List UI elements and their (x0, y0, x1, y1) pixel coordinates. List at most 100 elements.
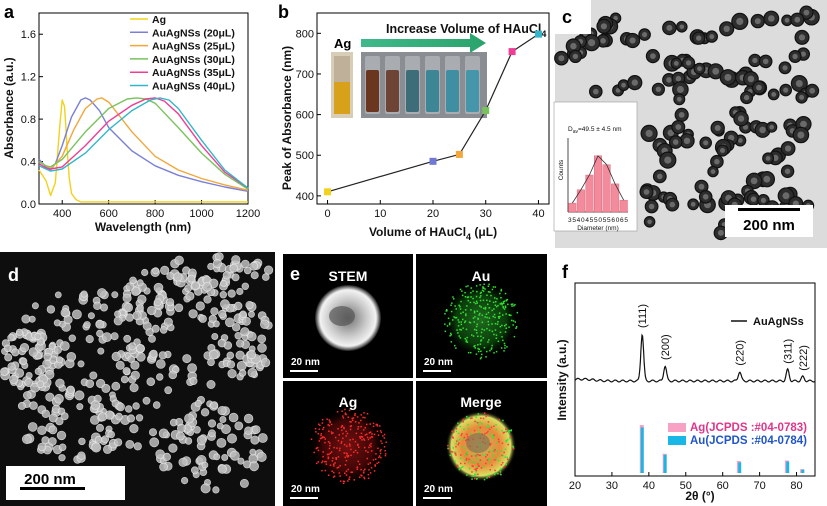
merge-ag-signal (509, 436, 512, 438)
sem-particle (187, 274, 196, 283)
merge-ag-signal (506, 458, 509, 461)
au-signal (495, 337, 498, 339)
reference-bar (786, 461, 790, 473)
nanostar-core (712, 67, 720, 75)
sem-particle (48, 437, 57, 446)
merge-au-signal (486, 477, 488, 479)
merge-au-signal (467, 461, 470, 464)
ag-signal (333, 463, 335, 465)
au-signal (456, 329, 458, 331)
ag-signal (318, 428, 321, 430)
merge-ag-signal (507, 443, 509, 446)
au-signal (458, 321, 460, 323)
y-tick-label: 500 (296, 150, 314, 162)
ag-signal (364, 416, 366, 419)
sem-particle (114, 310, 122, 318)
au-signal (473, 345, 475, 348)
ag-signal (319, 424, 321, 427)
au-signal (459, 288, 462, 291)
sem-particle (95, 319, 105, 329)
ag-signal (333, 446, 335, 449)
ag-signal (336, 447, 338, 449)
nanostar-core (768, 15, 775, 22)
sem-particle (223, 341, 233, 350)
merge-ag-signal (498, 440, 500, 443)
ag-signal (361, 475, 363, 477)
ag-signal (354, 413, 356, 415)
sem-particle (152, 401, 161, 409)
au-signal (452, 319, 454, 321)
ag-signal (338, 449, 341, 452)
sem-particle (261, 273, 270, 281)
ag-signal (337, 456, 340, 458)
arrow-icon (361, 33, 486, 53)
ag-signal (346, 445, 348, 447)
merge-au-signal (486, 426, 488, 429)
ag-signal (368, 469, 370, 471)
merge-au-signal (461, 446, 463, 449)
au-signal (498, 312, 501, 314)
merge-au-signal (468, 467, 471, 470)
au-signal (473, 301, 475, 304)
au-signal (488, 339, 490, 341)
ag-signal (383, 446, 386, 448)
sem-particle (237, 457, 245, 465)
ag-signal (351, 471, 353, 473)
au-signal (473, 311, 476, 314)
au-signal (474, 316, 476, 318)
sem-particle (90, 400, 101, 410)
x-tick-label: 400 (53, 208, 71, 220)
au-signal (471, 334, 473, 336)
merge-au-signal (493, 447, 495, 450)
ag-signal (381, 442, 383, 445)
sem-particle (207, 419, 217, 428)
au-signal (494, 304, 497, 306)
sem-particle (149, 349, 158, 358)
nanostar-core (572, 53, 579, 60)
panel-f-label: f (562, 262, 569, 282)
sem-particle (195, 301, 205, 311)
sem-particle (241, 259, 250, 269)
au-signal (491, 344, 493, 347)
hkl-label: (200) (660, 334, 672, 360)
reference-bar (738, 462, 742, 473)
sem-particle (141, 268, 149, 277)
merge-ag-signal (511, 446, 514, 449)
ag-signal (322, 436, 324, 438)
sem-particle (96, 329, 104, 338)
sem-particle (256, 451, 267, 462)
merge-au-signal (457, 422, 459, 424)
sem-particle (239, 310, 247, 318)
data-point (534, 30, 542, 38)
sem-particle (37, 425, 47, 436)
merge-ag-signal (480, 417, 482, 419)
ag-signal (347, 480, 349, 482)
ag-signal (372, 422, 375, 425)
ag-signal (339, 475, 341, 477)
ag-signal (379, 425, 381, 427)
merge-ag-signal (494, 449, 496, 451)
histogram-bar (585, 174, 594, 213)
merge-ag-signal (451, 430, 453, 433)
merge-ag-signal (489, 469, 491, 471)
ag-signal (320, 433, 322, 435)
au-signal (444, 330, 447, 333)
sem-particle (260, 357, 271, 368)
ag-signal (342, 437, 344, 440)
ag-signal (349, 428, 352, 431)
au-signal (475, 285, 478, 287)
au-signal (500, 302, 503, 304)
ag-signal (330, 423, 333, 426)
merge-au-signal (489, 450, 491, 453)
au-signal (512, 324, 514, 326)
nanostar-core (783, 87, 789, 93)
au-signal (502, 307, 505, 309)
ag-signal (363, 439, 366, 441)
au-signal (487, 311, 490, 314)
sem-particle (221, 453, 229, 461)
merge-core (466, 433, 490, 453)
ag-signal (329, 464, 332, 466)
au-signal (473, 328, 476, 331)
au-signal (474, 347, 476, 349)
sem-particle (151, 324, 160, 333)
